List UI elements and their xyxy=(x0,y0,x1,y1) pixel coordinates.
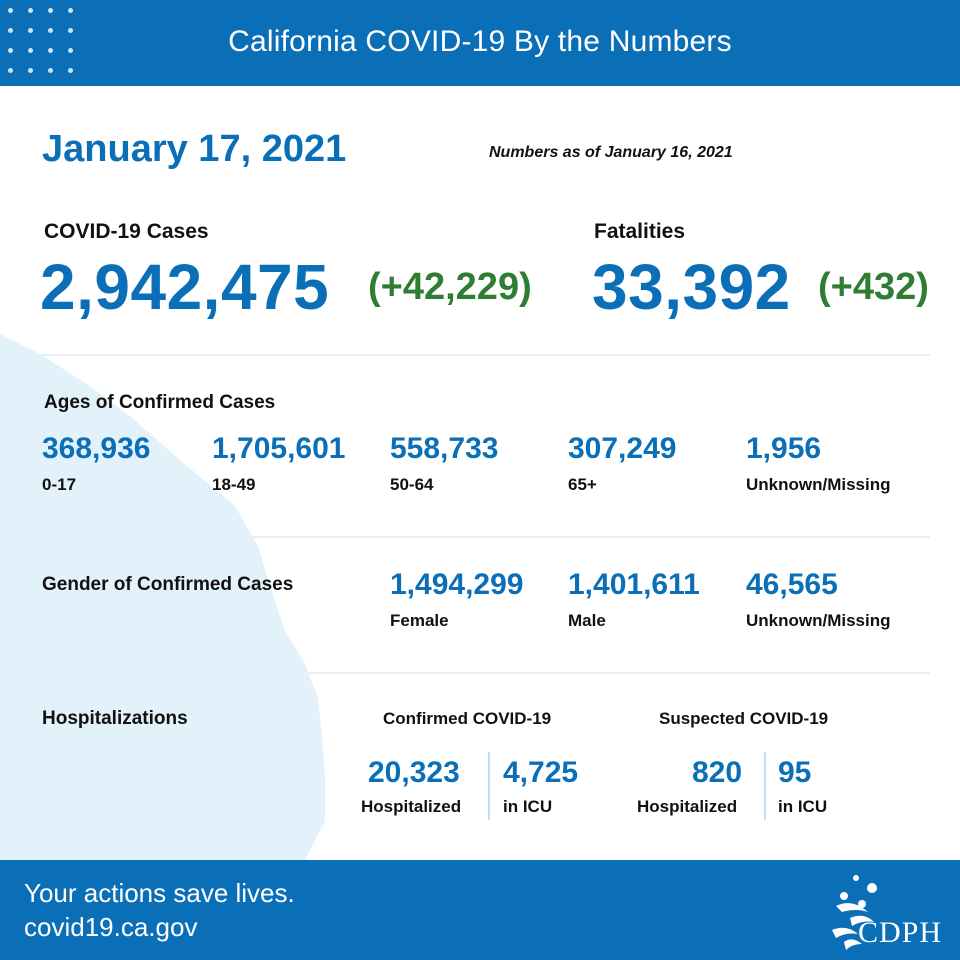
age-value-0-17: 368,936 xyxy=(42,432,151,465)
divider xyxy=(42,672,930,674)
age-label-50-64: 50-64 xyxy=(390,475,434,494)
dot-pattern-icon xyxy=(6,6,76,78)
suspected-icu-label: in ICU xyxy=(778,797,828,816)
cases-total: 2,942,475 xyxy=(40,251,330,323)
confirmed-separator xyxy=(488,752,490,820)
age-value-50-64: 558,733 xyxy=(390,432,499,465)
confirmed-hospitalized-value: 20,323 xyxy=(368,756,460,789)
ages-title: Ages of Confirmed Cases xyxy=(44,392,276,413)
report-date: January 17, 2021 xyxy=(42,128,347,170)
divider xyxy=(42,354,930,356)
age-value-65-plus: 307,249 xyxy=(568,432,677,465)
suspected-icu-value: 95 xyxy=(778,756,812,789)
gender-label-female: Female xyxy=(390,611,449,630)
footer-website: covid19.ca.gov xyxy=(24,912,198,942)
footer-slogan: Your actions save lives. xyxy=(24,878,295,908)
age-value-18-49: 1,705,601 xyxy=(212,432,346,465)
footer-banner: Your actions save lives. covid19.ca.gov xyxy=(0,860,960,960)
age-label-unknown: Unknown/Missing xyxy=(746,475,891,494)
gender-value-female: 1,494,299 xyxy=(390,568,524,601)
divider xyxy=(42,536,930,538)
fatalities-label: Fatalities xyxy=(594,220,686,243)
cdph-logo-text: CDPH xyxy=(858,916,943,949)
california-map-background xyxy=(0,334,325,860)
confirmed-heading: Confirmed COVID-19 xyxy=(383,709,552,728)
gender-value-male: 1,401,611 xyxy=(568,568,700,601)
age-label-18-49: 18-49 xyxy=(212,475,256,494)
suspected-hospitalized-value: 820 xyxy=(692,756,743,789)
suspected-hospitalized-label: Hospitalized xyxy=(637,797,738,816)
cdph-logo-icon xyxy=(832,875,877,950)
as-of-note: Numbers as of January 16, 2021 xyxy=(489,144,733,161)
age-label-0-17: 0-17 xyxy=(42,475,77,494)
fatalities-delta: (+432) xyxy=(818,266,929,308)
header-banner: California COVID-19 By the Numbers xyxy=(0,0,960,86)
page-title: California COVID-19 By the Numbers xyxy=(228,25,732,58)
suspected-heading: Suspected COVID-19 xyxy=(659,709,829,728)
fatalities-total: 33,392 xyxy=(592,251,791,323)
age-value-unknown: 1,956 xyxy=(746,432,822,465)
age-label-65-plus: 65+ xyxy=(568,475,597,494)
suspected-separator xyxy=(764,752,766,820)
hospitalizations-title: Hospitalizations xyxy=(42,708,188,729)
gender-label-unknown: Unknown/Missing xyxy=(746,611,891,630)
confirmed-icu-value: 4,725 xyxy=(503,756,579,789)
confirmed-hospitalized-label: Hospitalized xyxy=(361,797,462,816)
cases-label: COVID-19 Cases xyxy=(44,220,209,243)
cases-delta: (+42,229) xyxy=(368,266,532,308)
gender-value-unknown: 46,565 xyxy=(746,568,838,601)
gender-label-male: Male xyxy=(568,611,606,630)
confirmed-icu-label: in ICU xyxy=(503,797,553,816)
gender-title: Gender of Confirmed Cases xyxy=(42,574,294,595)
